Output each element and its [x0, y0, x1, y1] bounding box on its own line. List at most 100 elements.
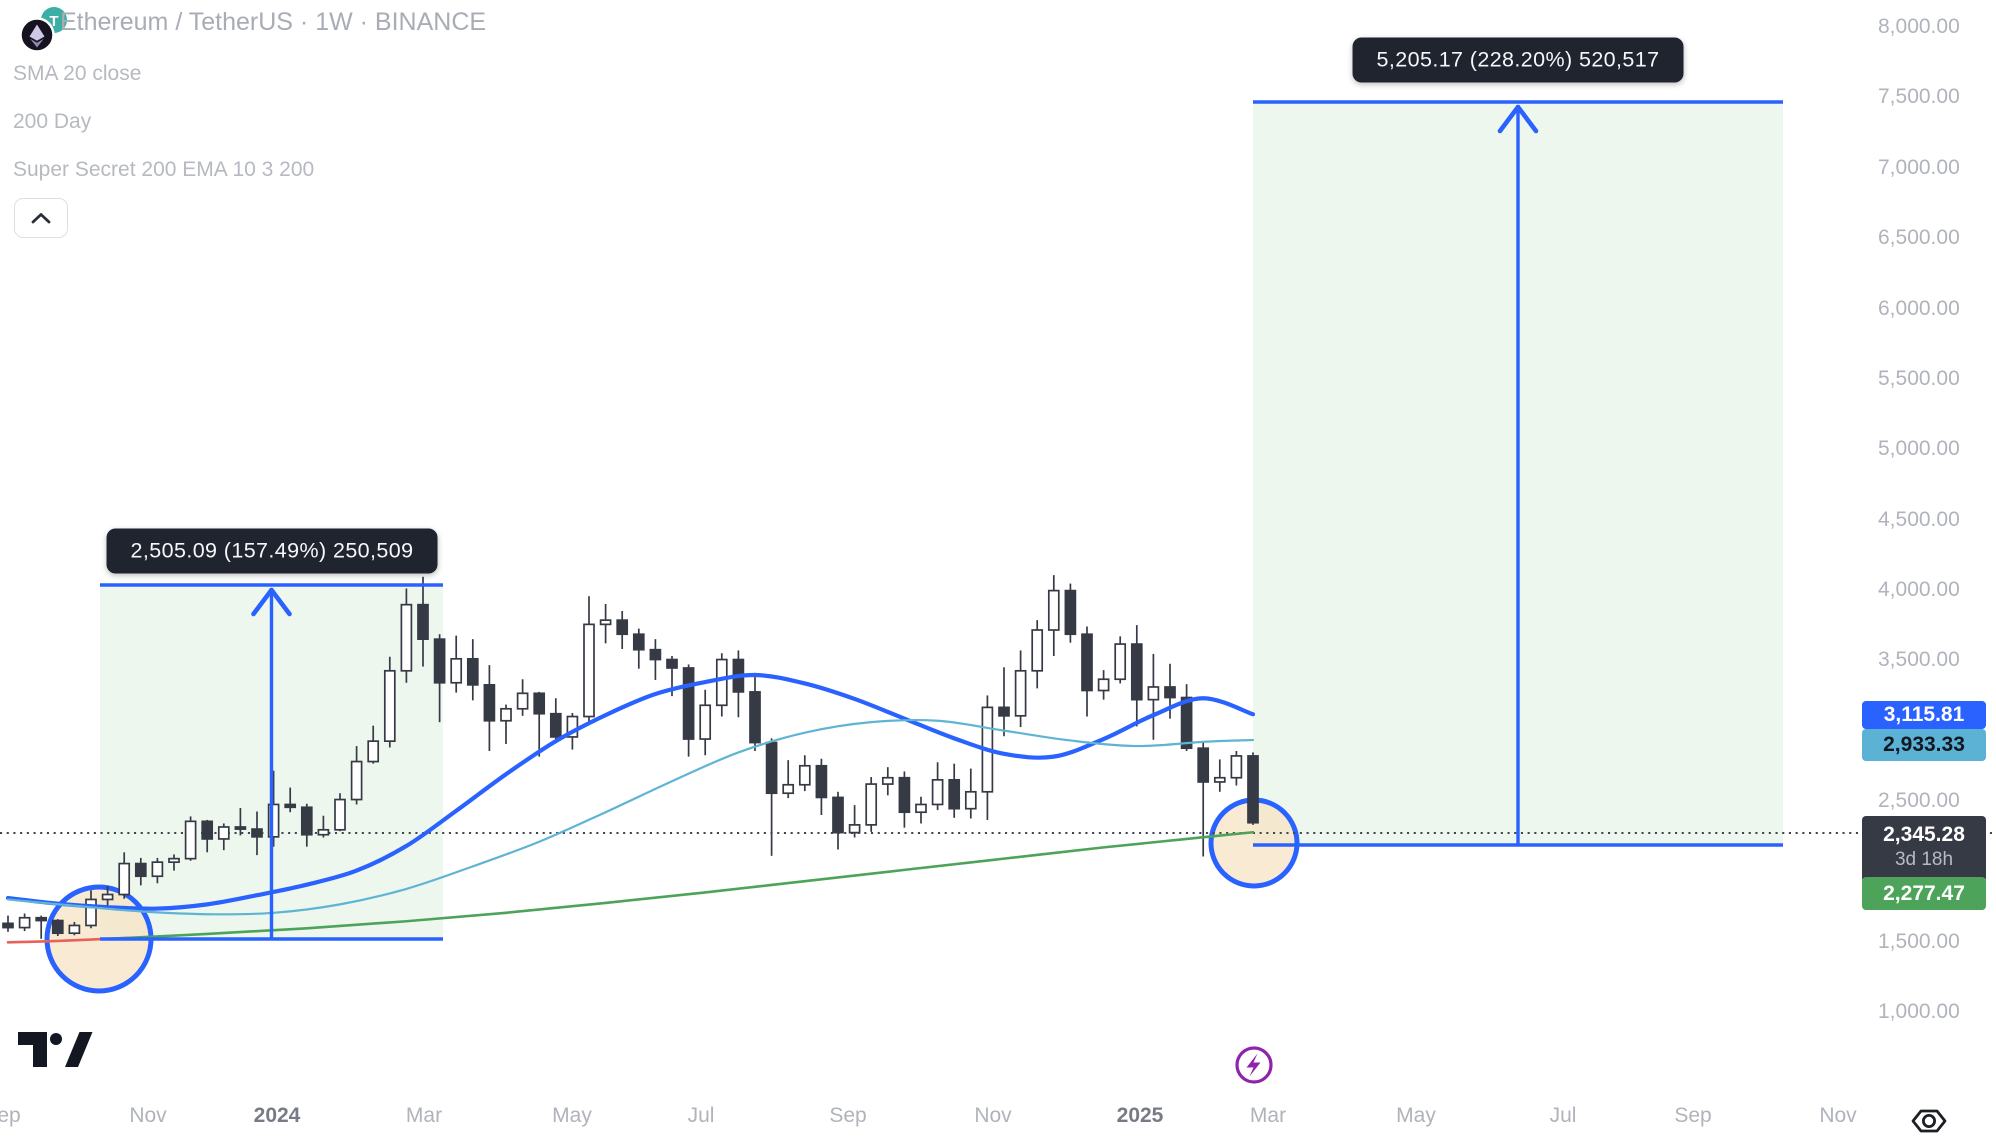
candle-20[interactable]: [334, 793, 346, 832]
candle-45[interactable]: [749, 672, 761, 752]
candle-72[interactable]: [1197, 741, 1210, 857]
candle-22[interactable]: [367, 725, 380, 764]
time-tick-month-label: Sep: [0, 1104, 21, 1127]
candle-16[interactable]: [267, 770, 280, 847]
measure-1-arrow-head: [251, 587, 292, 617]
candle-54[interactable]: [898, 771, 911, 828]
candle-39[interactable]: [649, 639, 662, 680]
candle-35[interactable]: [583, 596, 595, 723]
candle-38[interactable]: [632, 628, 645, 669]
candle-37[interactable]: [616, 611, 629, 649]
candle-47[interactable]: [782, 760, 795, 799]
ma-line-200-day[interactable]: [6, 718, 1255, 916]
candle-10[interactable]: [168, 854, 180, 871]
candle-64[interactable]: [1064, 583, 1077, 643]
candle-65[interactable]: [1081, 626, 1093, 717]
candle-52[interactable]: [865, 777, 878, 832]
ma-line-head-super-secret-200-ema-10-3-200[interactable]: [6, 937, 109, 944]
candle-11[interactable]: [184, 816, 197, 861]
candle-19[interactable]: [317, 815, 330, 838]
candle-75[interactable]: [1247, 752, 1259, 825]
candle-31[interactable]: [516, 679, 529, 716]
ma-line-super-secret-200-ema-10-3-200[interactable]: [106, 830, 1255, 941]
candle-6[interactable]: [101, 886, 114, 908]
candle-18[interactable]: [300, 803, 313, 847]
candle-9[interactable]: [151, 857, 164, 884]
settings-gear-icon[interactable]: [1908, 1100, 1952, 1142]
candle-71[interactable]: [1180, 684, 1193, 752]
indicator-legend-super-secret-ema[interactable]: Super Secret 200 EMA 10 3 200: [13, 158, 315, 181]
candle-28[interactable]: [466, 639, 479, 701]
ma-line-sma-20-close[interactable]: [5, 672, 1256, 911]
indicator-legend-sma20[interactable]: SMA 20 close: [13, 62, 142, 85]
candle-12[interactable]: [201, 819, 214, 853]
candle-61[interactable]: [1014, 650, 1027, 728]
measure-tooltip-2[interactable]: 5,205.17 (228.20%) 520,517: [1352, 37, 1684, 83]
price-tick-label: 4,000.00: [1878, 577, 1960, 601]
candle-23[interactable]: [383, 656, 396, 748]
candle-69[interactable]: [1147, 653, 1160, 740]
candle-14[interactable]: [234, 807, 247, 836]
candle-2[interactable]: [35, 915, 48, 939]
candle-3[interactable]: [51, 919, 64, 937]
candle-17[interactable]: [284, 787, 297, 813]
collapse-indicators-button[interactable]: [14, 198, 68, 238]
symbol-title[interactable]: Ethereum / TetherUS · 1W · BINANCE: [60, 8, 487, 36]
candle-5[interactable]: [85, 890, 97, 929]
candle-30[interactable]: [500, 704, 512, 744]
candle-13[interactable]: [217, 823, 230, 851]
time-tick-month-label: Mar: [1249, 1104, 1287, 1127]
time-scale[interactable]: Sep Nov 2024 Mar May Jul Sep Nov 2025 Mar May Jul Se…: [0, 1096, 1996, 1142]
candle-8[interactable]: [134, 857, 147, 886]
measure-tooltip-1[interactable]: 2,505.09 (157.49%) 250,509: [106, 528, 438, 574]
candle-51[interactable]: [848, 805, 861, 838]
candle-42[interactable]: [699, 689, 712, 756]
candle-41[interactable]: [682, 664, 695, 757]
candle-73[interactable]: [1213, 759, 1226, 792]
candle-55[interactable]: [915, 796, 927, 824]
candle-67[interactable]: [1114, 636, 1127, 684]
price-tick-label: 1,500.00: [1878, 929, 1960, 953]
time-tick-year-label: 2024: [253, 1104, 301, 1127]
candle-4[interactable]: [68, 921, 81, 936]
candle-48[interactable]: [798, 755, 811, 792]
candle-58[interactable]: [964, 768, 977, 819]
candle-57[interactable]: [948, 763, 961, 818]
candle-32[interactable]: [533, 691, 546, 757]
price-tick-label: 2,500.00: [1878, 788, 1960, 812]
candle-68[interactable]: [1130, 625, 1143, 727]
price-tick-label: 6,500.00: [1878, 226, 1960, 250]
candle-26[interactable]: [433, 634, 446, 723]
time-tick-month-label: Jul: [1549, 1104, 1577, 1127]
candle-56[interactable]: [931, 762, 944, 811]
candle-49[interactable]: [815, 758, 828, 816]
candle-36[interactable]: [599, 603, 612, 644]
flash-boost-icon[interactable]: [1233, 1044, 1275, 1086]
candle-21[interactable]: [350, 746, 363, 805]
tradingview-logo[interactable]: [16, 1028, 94, 1072]
candle-46[interactable]: [765, 738, 778, 856]
candle-0[interactable]: [2, 915, 14, 932]
candle-27[interactable]: [450, 635, 463, 693]
candle-44[interactable]: [732, 650, 745, 718]
candle-63[interactable]: [1047, 575, 1060, 657]
candle-74[interactable]: [1230, 751, 1243, 786]
candle-29[interactable]: [483, 665, 496, 752]
candle-62[interactable]: [1031, 620, 1044, 689]
price-scale[interactable]: 8,000.00 7,500.00 7,000.00 6,500.00 6,000.00…: [1862, 0, 1996, 1096]
time-tick-month-label: Nov: [1819, 1104, 1857, 1127]
candle-33[interactable]: [549, 698, 562, 740]
candle-43[interactable]: [715, 653, 728, 717]
candle-50[interactable]: [832, 791, 844, 850]
candle-60[interactable]: [998, 667, 1010, 737]
indicator-legend-200day[interactable]: 200 Day: [13, 110, 92, 133]
candle-25[interactable]: [417, 576, 429, 667]
candle-66[interactable]: [1097, 670, 1110, 700]
candle-7[interactable]: [118, 852, 131, 899]
candle-24[interactable]: [400, 588, 413, 683]
candle-1[interactable]: [18, 913, 31, 932]
candle-15[interactable]: [251, 811, 263, 856]
candle-59[interactable]: [981, 695, 994, 820]
candle-53[interactable]: [881, 767, 894, 796]
